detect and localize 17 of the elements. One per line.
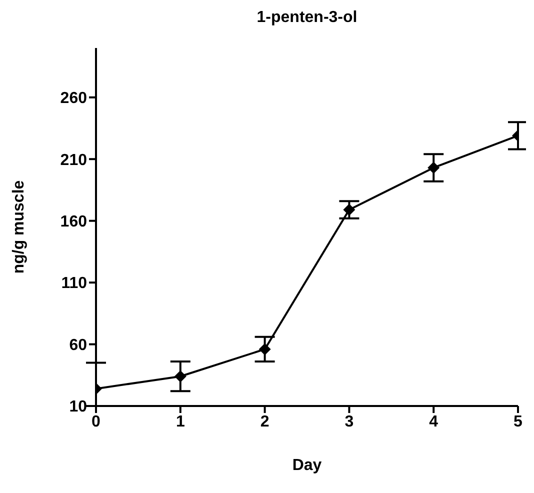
x-tick-label: 2 [260, 413, 270, 430]
point [343, 204, 356, 216]
y-axis-title: ng/g muscle [10, 180, 28, 274]
x-tick-label: 3 [344, 413, 354, 430]
y-tick-label: 10 [69, 398, 88, 416]
y-tick-label: 160 [60, 214, 88, 231]
x-tick-label: 1 [176, 413, 185, 430]
x-tick-label: 4 [429, 413, 438, 430]
y-tick-label: 60 [69, 336, 88, 354]
y-tick-label: 260 [60, 90, 88, 108]
x-tick-label: 5 [514, 413, 523, 430]
y-tick-label: 110 [61, 275, 88, 292]
x-axis-title: Day [292, 457, 322, 474]
x-tick-label: 0 [92, 413, 101, 430]
y-tick-label: 210 [60, 152, 88, 169]
point [258, 343, 271, 356]
chart-title: 1-penten-3-ol [256, 8, 358, 28]
